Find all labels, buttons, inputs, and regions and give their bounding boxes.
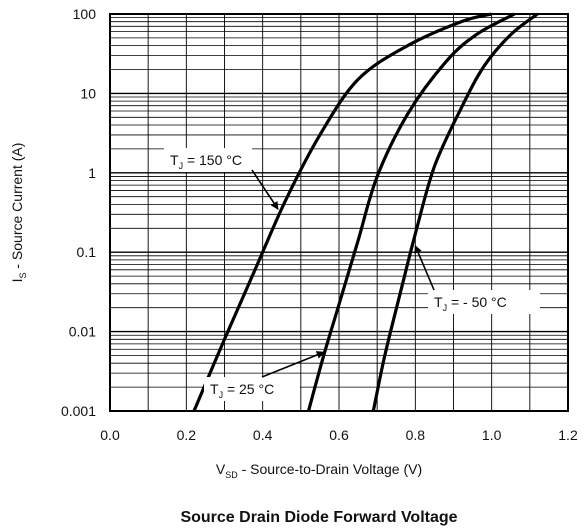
annotations: TJ = 150 °C TJ = 25 °C TJ = - 50 °C [164,148,540,401]
annotation-arrow [414,244,435,291]
series-label-2: TJ = - 50 °C [434,294,507,313]
series-line-2 [371,12,539,412]
annotation-bg [164,148,252,172]
series-line-1 [306,12,516,412]
series-line-0 [192,12,493,412]
x-tick-label: 1.2 [558,427,578,443]
x-axis-label-sub: SD [225,470,238,480]
x-tick-label: 0.0 [100,427,120,443]
series-label-0: TJ = 150 °C [170,152,242,171]
x-tick-label: 0.2 [177,427,197,443]
x-tick-label: 1.0 [482,427,502,443]
x-axis-label-rest: - Source-to-Drain Voltage (V) [238,461,422,477]
x-tick-label: 0.8 [406,427,426,443]
y-axis-label-sub: S [18,273,28,279]
y-tick-label: 100 [73,6,97,22]
series-label-1: TJ = 25 °C [210,381,274,400]
y-axis-label-rest: - Source Current (A) [9,143,25,273]
y-axis-label: IS - Source Current (A) [9,143,28,283]
y-axis-label-main: I [9,279,25,283]
annotation-arrow [251,169,279,210]
x-axis-label: VSD - Source-to-Drain Voltage (V) [216,461,422,480]
chart-title: Source Drain Diode Forward Voltage [180,509,457,526]
x-axis-label-main: V [216,461,226,477]
annotation-bg [428,290,540,314]
plot-frame [109,13,569,412]
annotation-bg [204,377,300,401]
ticks: 0.0 0.2 0.4 0.6 0.8 1.0 1.2 0.001 0.01 0.1 1 10 100 [61,6,578,443]
grid [110,14,568,411]
x-tick-label: 0.6 [329,427,349,443]
y-tick-label: 10 [80,85,96,101]
series [192,12,539,412]
y-tick-label: 0.1 [77,244,97,260]
annotation-arrow [261,351,325,378]
y-tick-label: 0.01 [69,324,96,340]
x-tick-label: 0.4 [253,427,273,443]
y-tick-label: 0.001 [61,403,96,419]
y-tick-label: 1 [88,165,96,181]
